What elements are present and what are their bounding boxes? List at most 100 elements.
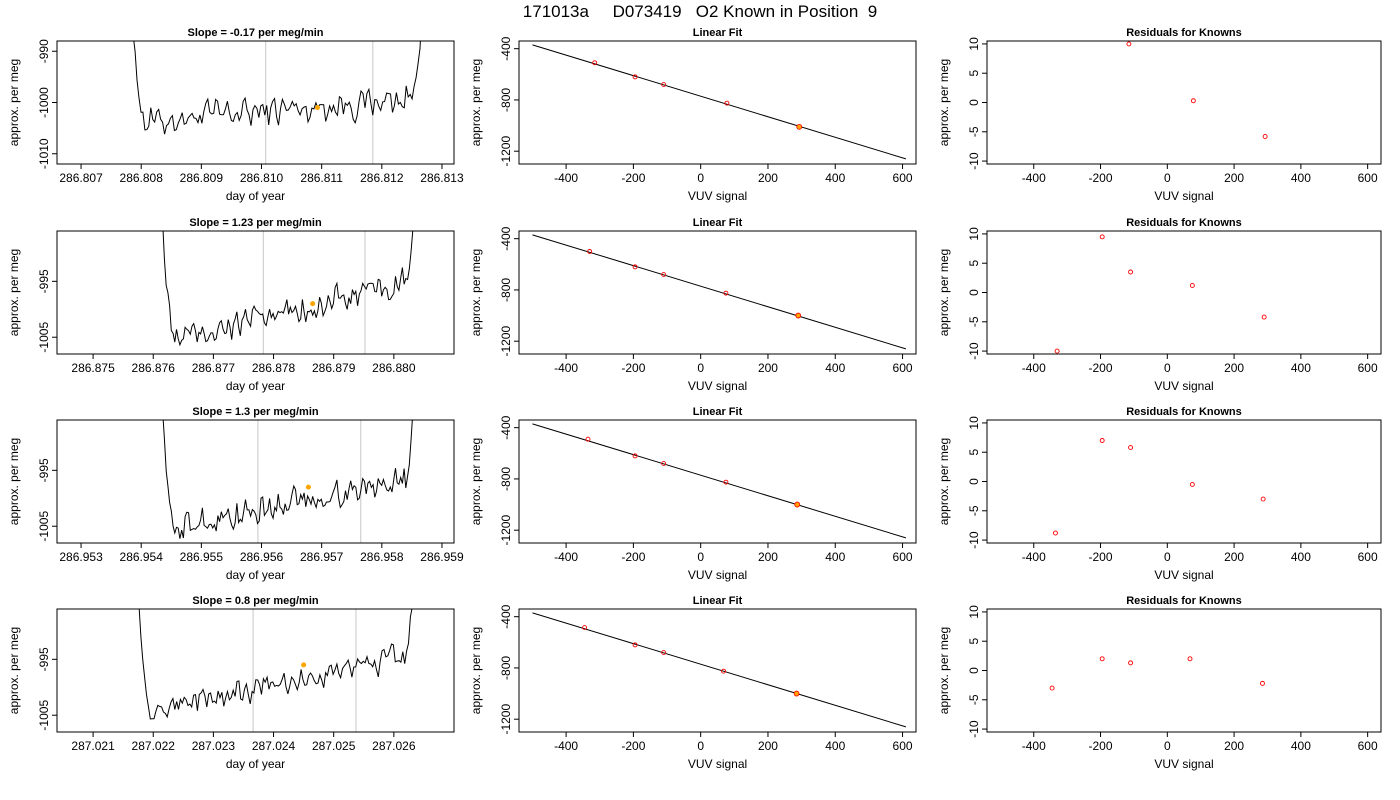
x-tick-label: 400 [1291,361,1311,375]
x-axis-label: day of year [226,379,285,393]
x-tick-label: -200 [1089,171,1113,185]
x-tick-label: 286.810 [240,171,284,185]
plot-area [532,423,907,539]
x-tick-label: 600 [1358,171,1378,185]
x-tick-label: 600 [893,739,913,753]
x-tick-label: 0 [697,739,704,753]
x-tick-label: 0 [697,361,704,375]
y-tick-label: -800 [499,467,513,491]
data-series-line [162,420,413,539]
marker-point [305,484,311,490]
x-axis-label: day of year [226,568,285,582]
y-tick-label: -400 [499,415,513,439]
x-tick-label: 287.022 [132,739,176,753]
chart-title: Linear Fit [693,595,743,607]
chart-title: Linear Fit [693,27,743,39]
x-axis-label: day of year [226,189,285,203]
y-tick-label: -800 [499,278,513,302]
y-tick-label: -1005 [37,700,51,731]
x-tick-label: 200 [1224,361,1244,375]
x-tick-label: -400 [1022,361,1046,375]
x-tick-label: 286.953 [59,550,103,564]
fit-line [532,44,907,160]
plot-area [162,231,414,354]
data-point [632,74,638,80]
chart-panel-residuals-3: Residuals for Knowns VUV signal approx. pe… [937,406,1382,582]
x-tick-label: 0 [1164,171,1171,185]
y-tick-label: -400 [499,36,513,60]
data-point [1128,445,1134,450]
y-tick-label: 10 [967,605,981,619]
chart-title: Linear Fit [693,406,743,418]
plot-frame [56,419,455,544]
y-tick-label: -1200 [499,136,513,167]
plot-frame [518,230,917,355]
data-point [721,668,727,674]
x-tick-label: 287.025 [312,739,356,753]
x-tick-label: 286.959 [420,550,464,564]
data-series-line [133,41,421,135]
x-axis-label: VUV signal [688,189,747,203]
y-tick-label: -10 [967,531,981,549]
plot-frame [986,608,1382,733]
x-tick-label: 286.954 [120,550,164,564]
x-tick-label: 286.876 [132,361,176,375]
plot-frame [56,230,455,355]
x-tick-label: -200 [621,171,645,185]
y-axis-label: approx. per meg [7,59,21,146]
x-tick-label: 200 [758,361,778,375]
x-tick-label: 286.879 [312,361,356,375]
x-tick-label: -200 [1089,550,1113,564]
x-axis-label: VUV signal [1154,568,1213,582]
highlight-point [793,690,800,697]
y-axis-label: approx. per meg [469,627,483,714]
x-tick-label: 286.957 [300,550,344,564]
y-tick-label: -1200 [499,515,513,546]
x-tick-label: 400 [825,361,845,375]
data-point [661,461,667,467]
data-point [582,625,588,631]
y-axis-label: approx. per meg [7,438,21,525]
data-point [661,82,667,88]
y-tick-label: 10 [967,37,981,51]
data-point [585,436,591,442]
y-tick-label: -5 [967,694,981,705]
plot-area [138,609,413,732]
x-tick-label: -400 [554,361,578,375]
data-point [1099,656,1105,662]
plot-area [532,44,907,160]
fit-line [532,423,907,539]
plot-area [133,41,421,164]
y-axis-label: approx. per meg [7,627,21,714]
y-axis-label: approx. per meg [937,59,951,146]
data-point [1260,496,1266,502]
fit-line [532,612,907,728]
y-tick-label: -1000 [37,87,51,118]
y-tick-label: -10 [967,152,981,170]
data-point [1189,283,1195,288]
y-tick-label: 0 [967,478,981,485]
x-tick-label: 286.809 [180,171,224,185]
chart-panel-linear-fit-4: Linear Fit VUV signal approx. per meg -400 -… [469,595,917,771]
x-tick-label: 287.026 [372,739,416,753]
plot-area [162,420,413,543]
x-tick-label: 200 [758,171,778,185]
x-tick-label: 400 [825,739,845,753]
chart-panel-time-series-1: Slope = -0.17 per meg/min day of year appr… [7,27,464,203]
data-point [1128,269,1134,275]
data-point [1099,438,1105,443]
plot-area [1126,41,1268,139]
x-tick-label: 286.812 [360,171,404,185]
data-point [1054,348,1060,354]
chart-title: Slope = 0.8 per meg/min [192,595,319,607]
plot-frame [56,608,455,733]
x-tick-label: 600 [1358,739,1378,753]
chart-title: Residuals for Knowns [1126,217,1242,229]
data-point [723,290,729,296]
y-tick-label: 10 [967,416,981,430]
y-tick-label: -800 [499,88,513,112]
data-point [1262,134,1268,139]
y-tick-label: 5 [967,638,981,645]
data-series-line [138,609,413,720]
x-tick-label: 287.023 [192,739,236,753]
